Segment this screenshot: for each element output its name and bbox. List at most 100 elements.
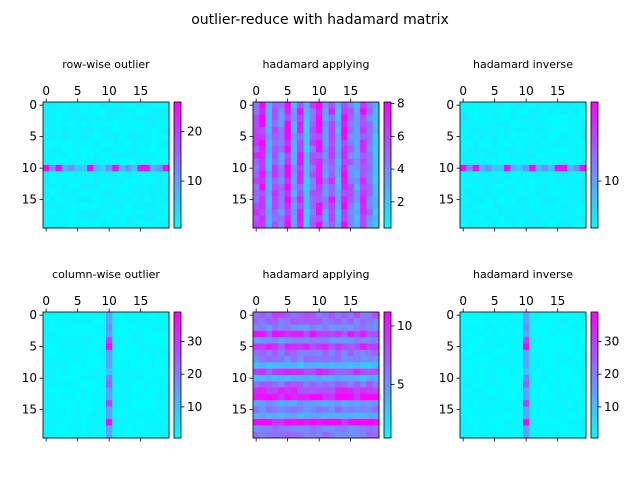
colorbar-segment bbox=[384, 409, 391, 414]
heatmap-cell bbox=[156, 202, 164, 210]
heatmap-cell bbox=[466, 312, 473, 319]
heatmap-cell bbox=[278, 337, 285, 344]
heatmap-cell bbox=[137, 356, 145, 363]
heatmap-cell bbox=[124, 412, 132, 420]
heatmap-cell bbox=[353, 425, 361, 433]
heatmap-cell bbox=[112, 165, 119, 172]
heatmap-cell bbox=[366, 196, 374, 204]
colorbar-segment bbox=[384, 155, 391, 160]
heatmap-cell bbox=[516, 318, 524, 325]
heatmap-cell bbox=[334, 171, 342, 178]
heatmap-cell bbox=[143, 381, 151, 388]
colorbar-segment bbox=[174, 117, 181, 122]
heatmap-cell bbox=[328, 108, 336, 115]
heatmap-cell bbox=[106, 158, 113, 166]
heatmap-cell bbox=[504, 381, 511, 388]
heatmap-cell bbox=[265, 108, 273, 115]
heatmap-cell bbox=[523, 387, 530, 395]
heatmap-cell bbox=[466, 171, 473, 178]
colorbar-segment bbox=[384, 368, 391, 373]
heatmap-cell bbox=[472, 102, 480, 109]
heatmap-cell bbox=[567, 165, 574, 172]
heatmap-cell bbox=[353, 362, 361, 370]
heatmap-cell bbox=[504, 330, 511, 338]
heatmap-cell bbox=[118, 337, 126, 344]
heatmap-cell bbox=[548, 196, 555, 204]
heatmap-cell bbox=[290, 349, 298, 357]
heatmap-cell bbox=[548, 177, 555, 185]
colorbar-segment bbox=[591, 378, 598, 382]
heatmap-cell bbox=[124, 393, 132, 401]
heatmap-cell bbox=[259, 114, 266, 122]
heatmap-cell bbox=[162, 108, 170, 115]
heatmap-cell bbox=[554, 324, 562, 332]
heatmap-cell bbox=[112, 400, 119, 407]
heatmap-cell bbox=[316, 108, 323, 115]
heatmap-cell bbox=[535, 114, 543, 122]
colorbar-segment bbox=[591, 422, 598, 426]
heatmap-cell bbox=[560, 158, 568, 166]
colorbar-segment bbox=[384, 183, 391, 188]
heatmap-cell bbox=[579, 152, 587, 160]
heatmap-cell bbox=[137, 362, 145, 370]
heatmap-cell bbox=[253, 133, 260, 141]
heatmap-cell bbox=[491, 387, 499, 395]
heatmap-cell bbox=[290, 419, 298, 426]
colorbar-segment bbox=[384, 209, 391, 213]
heatmap-cell bbox=[529, 368, 536, 376]
heatmap-cell bbox=[529, 120, 536, 128]
heatmap-cell bbox=[366, 387, 374, 395]
heatmap-cell bbox=[478, 425, 486, 433]
heatmap-cell bbox=[322, 330, 329, 338]
heatmap-cell bbox=[156, 108, 164, 115]
heatmap-cell bbox=[162, 133, 170, 141]
colorbar-segment bbox=[384, 196, 391, 201]
heatmap-cell bbox=[61, 108, 69, 115]
heatmap-cell bbox=[290, 171, 298, 178]
heatmap-cell bbox=[485, 381, 492, 388]
heatmap-cell bbox=[131, 165, 138, 172]
heatmap-cell bbox=[322, 356, 329, 363]
colorbar-segment bbox=[591, 161, 598, 166]
heatmap-cell bbox=[491, 368, 499, 376]
heatmap-cell bbox=[106, 419, 113, 426]
heatmap-cell bbox=[156, 368, 164, 376]
heatmap-cell bbox=[478, 102, 486, 109]
heatmap-cell bbox=[74, 209, 82, 216]
heatmap-cell bbox=[61, 362, 69, 370]
heatmap-cell bbox=[68, 343, 75, 351]
y-tick-label: 5 bbox=[239, 340, 247, 354]
heatmap-cell bbox=[516, 343, 524, 351]
heatmap-cell bbox=[366, 412, 374, 420]
heatmap-cell bbox=[316, 318, 323, 325]
heatmap-cell bbox=[61, 165, 69, 172]
heatmap-cell bbox=[143, 330, 151, 338]
heatmap-cell bbox=[253, 190, 260, 197]
heatmap-cell bbox=[74, 393, 82, 401]
heatmap-cell bbox=[504, 221, 511, 229]
heatmap-cell bbox=[137, 183, 145, 191]
heatmap-cell bbox=[303, 431, 311, 439]
heatmap-cell bbox=[523, 183, 530, 191]
heatmap-cell bbox=[535, 312, 543, 319]
heatmap-cell bbox=[55, 183, 63, 191]
heatmap-cell bbox=[504, 139, 511, 147]
heatmap-cell bbox=[529, 393, 536, 401]
heatmap-cell bbox=[322, 146, 329, 153]
colorbar-segment bbox=[384, 152, 391, 156]
heatmap-cell bbox=[491, 127, 499, 134]
heatmap-cell bbox=[278, 127, 285, 134]
heatmap-cell bbox=[80, 431, 88, 439]
colorbar-segment bbox=[384, 340, 391, 344]
heatmap-cell bbox=[573, 375, 581, 382]
heatmap-cell bbox=[529, 202, 536, 210]
heatmap-cell bbox=[80, 209, 88, 216]
colorbar-segment bbox=[591, 183, 598, 188]
heatmap-cell bbox=[278, 375, 285, 382]
heatmap-cell bbox=[118, 127, 126, 134]
heatmap-cell bbox=[466, 152, 473, 160]
heatmap-cell bbox=[55, 387, 63, 395]
heatmap-cell bbox=[579, 431, 587, 439]
heatmap-cell bbox=[504, 349, 511, 357]
heatmap-cell bbox=[124, 190, 132, 197]
